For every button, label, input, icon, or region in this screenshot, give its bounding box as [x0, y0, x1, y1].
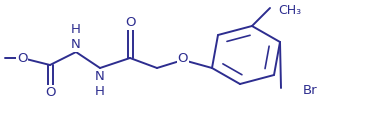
Text: O: O — [45, 86, 55, 100]
Text: N
H: N H — [95, 70, 105, 98]
Text: O: O — [125, 16, 135, 29]
Text: O: O — [178, 52, 188, 64]
Text: H
N: H N — [71, 23, 81, 51]
Text: Br: Br — [303, 84, 317, 97]
Text: CH₃: CH₃ — [278, 4, 301, 16]
Text: O: O — [17, 52, 27, 64]
